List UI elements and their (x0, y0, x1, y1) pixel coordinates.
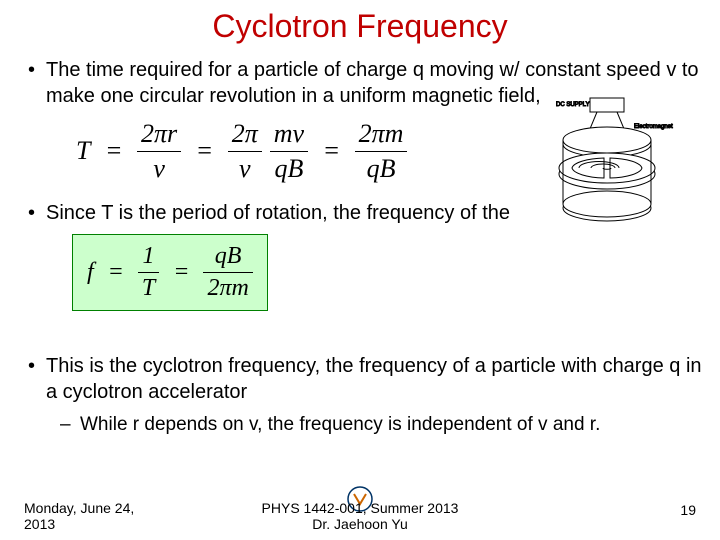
bullet-dot: • (28, 200, 46, 226)
footer-course-l2: Dr. Jaehoon Yu (312, 516, 407, 532)
eq1-t1b-den: qB (270, 152, 308, 186)
eq1-t0-den: v (137, 152, 181, 186)
eq1-t1b-num: mv (270, 117, 308, 152)
dash-icon: – (60, 413, 80, 438)
bullet-dot: • (28, 353, 46, 405)
eq2-t1-num: qB (203, 241, 252, 273)
footer-course: PHYS 1442-001, Summer 2013 Dr. Jaehoon Y… (0, 500, 720, 532)
eq2-lhs: f (83, 259, 98, 285)
eq1-t2-num: 2πm (355, 117, 408, 152)
bullet-dot: • (28, 57, 46, 109)
fig-label-em: Electromagnet (634, 124, 673, 130)
fig-label-dc: DC SUPPLY (556, 102, 590, 108)
eq1-t2-den: qB (355, 152, 408, 186)
sub-bullet-text: While r depends on v, the frequency is i… (80, 413, 600, 438)
eq2-t1-den: 2πm (203, 273, 252, 304)
cyclotron-diagram: DC SUPPLY Electromagnet (542, 96, 682, 246)
bullet-3-text: This is the cyclotron frequency, the fre… (46, 353, 702, 405)
eq1-t1a-num: 2π (228, 117, 262, 152)
eq1-t0-num: 2πr (137, 117, 181, 152)
footer-page-number: 19 (680, 502, 696, 518)
sub-bullet: – While r depends on v, the frequency is… (60, 413, 702, 438)
footer-course-l1: PHYS 1442-001, Summer 2013 (262, 500, 459, 516)
eq1-t1a-den: v (228, 152, 262, 186)
slide-title: Cyclotron Frequency (0, 0, 720, 57)
eq2-t0-den: T (138, 273, 159, 304)
eq1-lhs: T (72, 136, 94, 165)
bullet-3: • This is the cyclotron frequency, the f… (28, 353, 702, 405)
eq2-t0-num: 1 (138, 241, 159, 273)
